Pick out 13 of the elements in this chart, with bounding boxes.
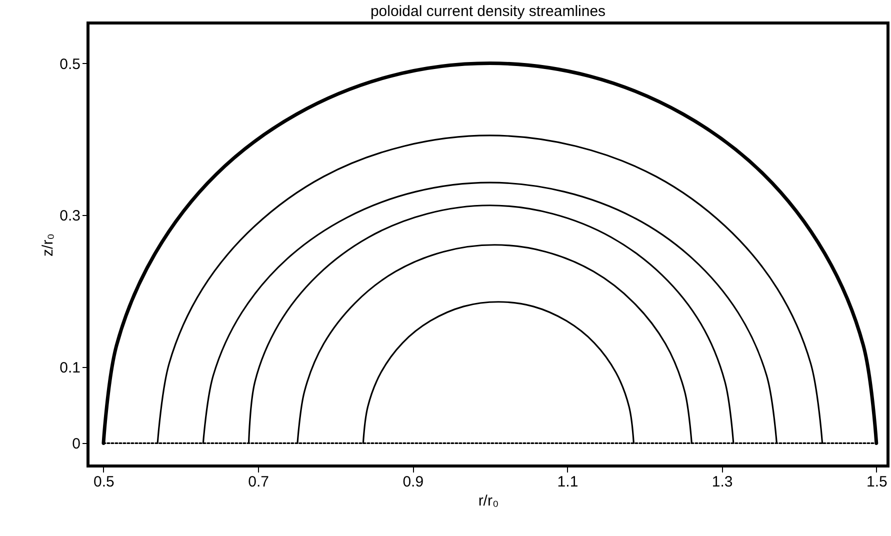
y-tick-label: 0.5: [60, 56, 80, 73]
x-tick-label: 0.9: [402, 474, 424, 490]
x-tick-label: 1.3: [712, 474, 733, 490]
y-tick-label: 0.1: [60, 360, 80, 377]
y-tick-label: 0.3: [60, 208, 80, 225]
y-tick-label: 0: [72, 436, 80, 453]
chart-title: poloidal current density streamlines: [370, 3, 606, 20]
x-tick-label: 1.1: [557, 474, 578, 490]
y-axis-title: z/r₀: [40, 234, 57, 256]
x-tick-label: 0.5: [94, 474, 114, 490]
x-tick-label: 0.7: [248, 474, 269, 490]
x-tick-label: 1.5: [866, 474, 888, 490]
x-axis-title: r/r₀: [478, 492, 499, 510]
